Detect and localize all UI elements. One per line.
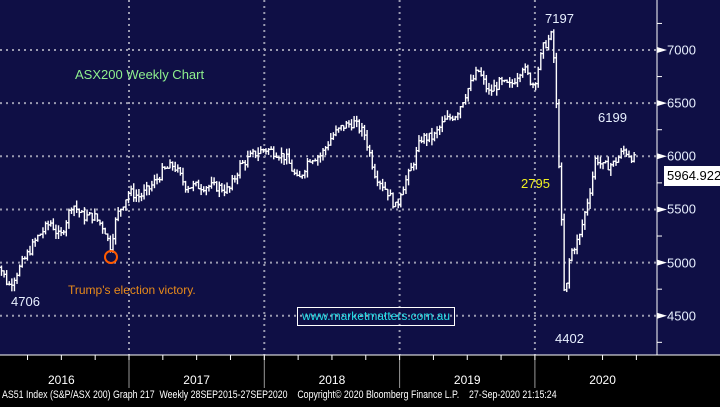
post-high-label: 6199 — [598, 110, 627, 125]
event-circle-marker — [104, 250, 118, 264]
y-tick-arrow — [657, 206, 667, 213]
website-watermark: www.marketmatters.com.au — [297, 307, 455, 326]
ohlc-bars — [0, 29, 637, 293]
ohlc-bar — [632, 151, 637, 163]
y-tick-arrow — [657, 153, 667, 160]
footer-security: AS51 Index (S&P/ASX 200) Graph 217 Weekl… — [2, 389, 288, 401]
event-annotation: Trump's election victory. — [68, 283, 196, 297]
y-tick-arrow — [657, 100, 667, 107]
y-tick-label: 6000 — [667, 148, 696, 164]
x-tick-label: 2017 — [183, 373, 210, 387]
y-tick-arrow — [657, 47, 667, 53]
footer-bar: AS51 Index (S&P/ASX 200) Graph 217 Weekl… — [2, 389, 557, 401]
y-tick-label: 5000 — [667, 255, 696, 271]
y-tick-label: 4500 — [667, 308, 696, 324]
crash-low-label: 4402 — [555, 331, 584, 346]
x-tick-label: 2018 — [318, 373, 346, 387]
mid-label: 2795 — [521, 176, 550, 191]
chart-title: ASX200 Weekly Chart — [75, 67, 205, 82]
y-tick-arrow — [657, 259, 667, 266]
footer-timestamp: 27-Sep-2020 21:15:24 — [469, 389, 557, 401]
high-label: 7197 — [545, 11, 574, 26]
y-tick-label: 6500 — [667, 95, 696, 111]
x-tick-label: 2019 — [453, 373, 481, 387]
footer-copyright: Copyright© 2020 Bloomberg Finance L.P. — [297, 389, 460, 401]
y-tick-label: 7000 — [667, 42, 696, 58]
x-tick-label: 2020 — [589, 373, 616, 387]
y-tick-arrow — [657, 312, 667, 319]
start-low-label: 4706 — [11, 294, 40, 309]
axis-ticks — [27, 22, 667, 388]
x-tick-label: 2016 — [47, 373, 75, 387]
plot-area — [0, 0, 720, 355]
y-tick-label: 5500 — [667, 201, 696, 217]
last-price-tag: 5964.922 — [664, 166, 720, 186]
